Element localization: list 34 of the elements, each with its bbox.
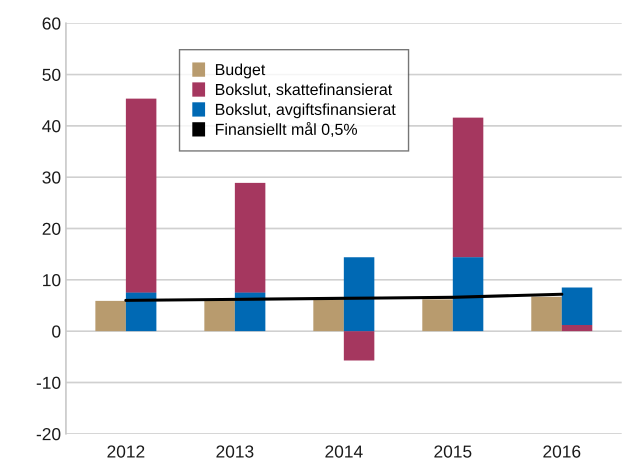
bar [204,300,235,332]
line-series [124,292,564,302]
bar [562,288,592,326]
legend-label: Budget [216,63,266,78]
bar [126,98,156,293]
y-tick-label: 0 [52,325,60,338]
y-tick-label: 20 [42,222,60,235]
bar [126,292,156,332]
bar [422,299,453,332]
legend-label: Bokslut, skattefinansierat [216,83,392,98]
y-tick-label: -10 [36,376,60,389]
y-tick-label: -20 [36,428,60,440]
bar [95,300,126,332]
y-tick-label: 40 [42,120,60,132]
y-tick-label: 30 [42,171,60,184]
bar [234,292,266,332]
bar [562,325,592,332]
bar [344,257,374,332]
bar [344,331,374,360]
bar [531,296,562,332]
y-tick-label: 60 [42,17,60,30]
bar [452,257,484,332]
x-tick-label: 2012 [107,445,144,458]
x-tick-label: 2015 [434,445,472,458]
bar [234,182,266,293]
y-tick-label: 50 [42,68,60,81]
legend-label: Finansiellt mål 0,5% [216,122,358,137]
bar [313,300,344,332]
x-tick-label: 2016 [543,445,580,458]
x-tick-label: 2013 [216,445,254,458]
legend-label: Bokslut, avgiftsfinansierat [216,103,396,118]
bar [452,118,484,258]
x-tick-label: 2014 [325,445,363,458]
y-tick-label: 10 [43,274,60,286]
